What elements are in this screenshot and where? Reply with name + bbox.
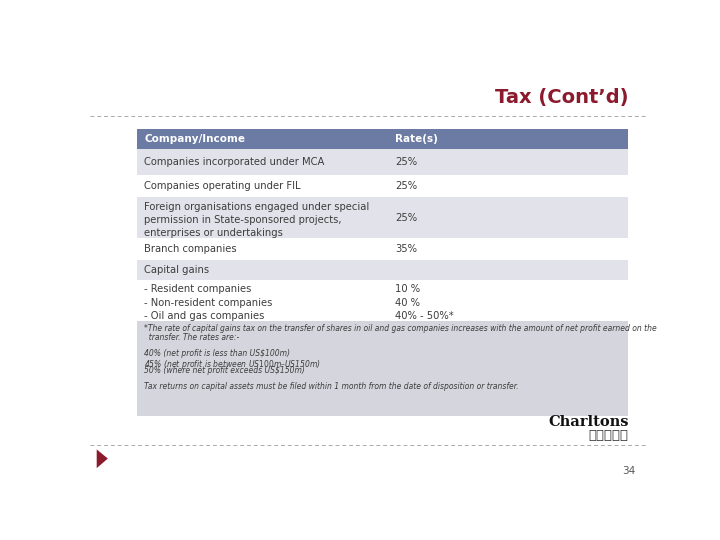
Text: *The rate of capital gains tax on the transfer of shares in oil and gas companie: *The rate of capital gains tax on the tr…	[144, 324, 657, 333]
Text: 45% (net profit is between US$100m – US$150m): 45% (net profit is between US$100m – US$…	[144, 357, 321, 370]
Text: 易员律师行: 易员律师行	[588, 429, 629, 442]
Text: Companies incorporated under MCA: Companies incorporated under MCA	[144, 157, 325, 167]
Text: Rate(s): Rate(s)	[395, 134, 438, 144]
Polygon shape	[96, 449, 108, 468]
Bar	[138, 198, 629, 238]
Text: Foreign organisations engaged under special
permission in State-sponsored projec: Foreign organisations engaged under spec…	[144, 201, 369, 238]
Text: 25%: 25%	[395, 157, 418, 167]
Text: Company/Income: Company/Income	[144, 134, 245, 144]
Text: Branch companies: Branch companies	[144, 244, 237, 254]
Text: 35%: 35%	[395, 244, 417, 254]
Bar	[138, 238, 629, 260]
Bar	[138, 260, 629, 280]
Text: Tax returns on capital assets must be filed within 1 month from the date of disp: Tax returns on capital assets must be fi…	[144, 382, 518, 392]
Bar	[138, 149, 629, 176]
Text: 25%: 25%	[395, 213, 418, 223]
Bar	[138, 176, 629, 198]
Text: - Resident companies
- Non-resident companies
- Oil and gas companies: - Resident companies - Non-resident comp…	[144, 285, 272, 321]
Bar	[138, 321, 629, 416]
Text: Charltons: Charltons	[548, 415, 629, 429]
Text: 50% (where net profit exceeds US$150m): 50% (where net profit exceeds US$150m)	[144, 366, 305, 375]
Bar	[138, 280, 629, 321]
Bar	[138, 129, 629, 149]
Text: 34: 34	[623, 467, 636, 476]
Text: transfer. The rates are:-: transfer. The rates are:-	[144, 333, 239, 342]
Text: Tax (Cont’d): Tax (Cont’d)	[495, 87, 629, 107]
Text: Capital gains: Capital gains	[144, 265, 210, 275]
Text: 40% (net profit is less than US$100m): 40% (net profit is less than US$100m)	[144, 349, 290, 358]
Text: Companies operating under FIL: Companies operating under FIL	[144, 181, 301, 191]
Text: 25%: 25%	[395, 181, 418, 191]
Text: 10 %
40 %
40% - 50%*: 10 % 40 % 40% - 50%*	[395, 285, 454, 321]
